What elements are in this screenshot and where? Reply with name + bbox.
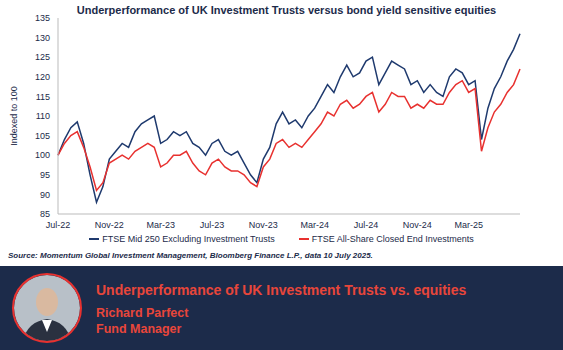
html-text:Source: Momentum Global Invest: Source: Momentum Global Investment Manag… — [8, 251, 373, 260]
html-text:FTSE All-Share Closed End Inve: FTSE All-Share Closed End Investments — [311, 234, 474, 244]
svg-text:95: 95 — [40, 170, 50, 180]
svg-text:115: 115 — [36, 92, 50, 102]
svg-text:Jul-24: Jul-24 — [354, 220, 379, 230]
svg-text:Nov-22: Nov-22 — [95, 220, 124, 230]
svg-text:120: 120 — [35, 72, 50, 82]
svg-text:Jul-23: Jul-23 — [200, 220, 225, 230]
svg-text:Nov-24: Nov-24 — [403, 220, 432, 230]
html-text:FTSE Mid 250 Excluding Investm: FTSE Mid 250 Excluding Investment Trusts — [102, 234, 275, 244]
svg-text:135: 135 — [35, 13, 50, 23]
svg-text:125: 125 — [35, 52, 50, 62]
html-text:Underperformance of UK Investm: Underperformance of UK Investment Trusts… — [76, 4, 497, 16]
svg-text:Mar-23: Mar-23 — [146, 220, 175, 230]
svg-text:130: 130 — [35, 33, 50, 43]
svg-text:Mar-24: Mar-24 — [300, 220, 329, 230]
svg-text:Indexed to 100: Indexed to 100 — [9, 86, 19, 146]
html-text:Underperformance of UK Investm: Underperformance of UK Investment Trusts… — [96, 282, 467, 298]
svg-text:Nov-23: Nov-23 — [249, 220, 278, 230]
svg-text:Mar-25: Mar-25 — [454, 220, 483, 230]
svg-text:110: 110 — [36, 111, 50, 121]
html-text:Richard Parfect: Richard Parfect — [96, 306, 189, 320]
svg-text:85: 85 — [40, 209, 50, 219]
html-text:Fund Manager: Fund Manager — [96, 322, 182, 336]
svg-text:100: 100 — [35, 150, 50, 160]
svg-text:105: 105 — [35, 131, 50, 141]
svg-text:90: 90 — [40, 190, 50, 200]
svg-text:Jul-22: Jul-22 — [46, 220, 71, 230]
